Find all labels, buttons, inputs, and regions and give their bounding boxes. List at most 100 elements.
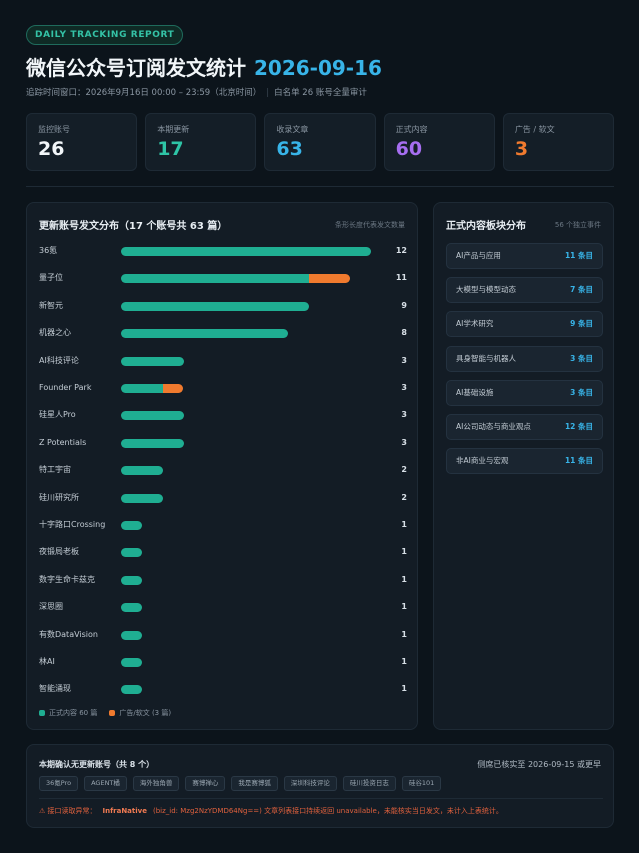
- category-count: 3 条目: [570, 353, 593, 363]
- distribution-row: 夜锻局老板 1: [39, 545, 407, 559]
- kpi-label: 收录文章: [276, 125, 309, 134]
- legend-formal: 正式内容 60 篇: [39, 708, 97, 718]
- account-chip: 海外独角兽: [132, 776, 180, 791]
- warning-account-name: InfraNative: [102, 807, 147, 815]
- bar-formal: [121, 548, 142, 558]
- article-count: 3: [401, 383, 407, 392]
- warning-text: (biz_id: Mzg2NzYDMD64Ng==) 文章列表接口持续返回 un…: [152, 807, 503, 815]
- account-chip: 硅川投资日志: [342, 776, 396, 791]
- bar-track: [121, 384, 371, 393]
- kpi-card-formal: 正式内容 60: [383, 113, 495, 171]
- article-count: 1: [401, 547, 407, 557]
- category-name: AI产品与应用: [456, 251, 501, 260]
- category-item[interactable]: 大模型与模型动态 7 条目: [446, 277, 603, 304]
- category-item[interactable]: AI公司动态与商业观点 12 条目: [446, 414, 603, 440]
- account-chip: 我是赛博狐: [231, 776, 278, 791]
- bar-track: [121, 575, 371, 585]
- category-name: 具身智能与机器人: [456, 353, 516, 363]
- bar-ad: [162, 384, 184, 393]
- bar-formal: [121, 301, 309, 311]
- no-update-divider: [39, 798, 603, 799]
- bar-formal: [121, 575, 142, 585]
- bar-formal: [121, 493, 163, 503]
- category-item[interactable]: AI基础设施 3 条目: [446, 379, 603, 406]
- account-name: 新智元: [39, 300, 63, 310]
- category-name: AI基础设施: [456, 387, 494, 397]
- no-update-accounts: 36氪Pro AGENT橘 海外独角兽 赛博禅心 我是赛博狐 深圳科技评论 硅川投资日志 硅谷…: [39, 776, 442, 791]
- category-count: 9 条目: [570, 319, 593, 329]
- legend-ad: 广告/软文 (3 篇): [109, 708, 171, 718]
- subtitle: 追踪时间窗口：2026年9月16日 00:00 – 23:59（北京时间） | 白名…: [26, 86, 367, 98]
- distribution-row: 特工宇宙 2: [39, 463, 407, 477]
- article-count: 3: [401, 410, 407, 420]
- distribution-legend: 正式内容 60 篇 广告/软文 (3 篇): [39, 708, 171, 718]
- kpi-value: 60: [395, 138, 423, 160]
- article-count: 1: [401, 684, 407, 694]
- bar-formal: [121, 384, 163, 393]
- kpi-card-articles: 收录文章 63: [264, 113, 376, 171]
- account-name: 有数DataVision: [39, 629, 98, 639]
- category-item[interactable]: 具身智能与机器人 3 条目: [446, 345, 603, 372]
- legend-formal-label: 正式内容 60 篇: [49, 709, 98, 717]
- bar-track: [121, 658, 371, 667]
- bar-track: [121, 301, 371, 311]
- bar-formal: [121, 466, 163, 476]
- article-count: 1: [401, 574, 407, 584]
- title-date: 2026-09-16: [254, 56, 382, 80]
- distribution-note: 条形长度代表发文数量: [335, 221, 405, 229]
- report-badge: DAILY TRACKING REPORT: [26, 25, 184, 45]
- category-name: AI公司动态与商业观点: [456, 422, 531, 431]
- category-count: 7 条目: [570, 285, 593, 295]
- kpi-value: 3: [514, 138, 529, 160]
- bar-track: [121, 685, 371, 695]
- account-name: 量子位: [39, 273, 63, 283]
- distribution-row: 机器之心 8: [39, 326, 407, 340]
- bar-formal: [121, 247, 371, 256]
- kpi-value: 17: [157, 138, 184, 160]
- account-chip: 赛博禅心: [185, 776, 226, 791]
- category-item[interactable]: AI产品与应用 11 条目: [446, 243, 603, 269]
- category-name: 大模型与模型动态: [456, 285, 516, 295]
- account-chip: 深圳科技评论: [283, 776, 337, 791]
- bar-formal: [121, 603, 142, 613]
- article-count: 3: [401, 437, 407, 447]
- bar-track: [121, 521, 371, 530]
- kpi-card-ads: 广告 / 软文 3: [502, 113, 615, 171]
- bar-track: [121, 438, 371, 448]
- kpi-label: 广告 / 软文: [514, 125, 555, 134]
- bar-formal: [121, 274, 309, 284]
- bar-track: [121, 603, 371, 613]
- bar-track: [121, 630, 371, 640]
- bar-formal: [121, 438, 184, 448]
- bar-formal: [121, 521, 142, 530]
- distribution-row: AI科技评论 3: [39, 354, 407, 368]
- kpi-label: 本期更新: [157, 125, 190, 134]
- no-update-note: 侧席已核实至 2026-09-15 或更早: [477, 760, 601, 769]
- kpi-label: 正式内容: [395, 125, 428, 134]
- kpi-value: 26: [38, 138, 65, 160]
- bar-track: [121, 329, 371, 339]
- audit-scope: 白名单 26 账号全量审计: [274, 88, 367, 98]
- category-item[interactable]: AI学术研究 9 条目: [446, 311, 603, 338]
- subtitle-separator: |: [266, 88, 270, 98]
- distribution-row: 智能涌现 1: [39, 682, 407, 696]
- account-chip: AGENT橘: [84, 776, 127, 791]
- account-name: Founder Park: [39, 383, 92, 392]
- category-name: AI学术研究: [456, 319, 494, 329]
- article-count: 11: [395, 273, 407, 283]
- account-name: Z Potentials: [39, 437, 87, 447]
- bar-track: [121, 247, 371, 256]
- category-count: 3 条目: [570, 387, 593, 397]
- kpi-value: 63: [276, 138, 303, 160]
- bar-formal: [121, 630, 142, 640]
- distribution-row: Z Potentials 3: [39, 436, 407, 450]
- no-update-panel: 本期确认无更新账号（共 8 个） 侧席已核实至 2026-09-15 或更早 3…: [26, 744, 614, 828]
- distribution-row: 硅川研究所 2: [39, 491, 407, 505]
- section-divider: [26, 186, 614, 187]
- bar-track: [121, 411, 371, 421]
- account-name: 夜锻局老板: [39, 547, 79, 557]
- distribution-row: 有数DataVision 1: [39, 628, 407, 642]
- category-item[interactable]: 非AI商业与宏观 11 条目: [446, 448, 603, 475]
- distribution-row: 量子位 11: [39, 271, 407, 285]
- distribution-row: 林AI 1: [39, 655, 407, 669]
